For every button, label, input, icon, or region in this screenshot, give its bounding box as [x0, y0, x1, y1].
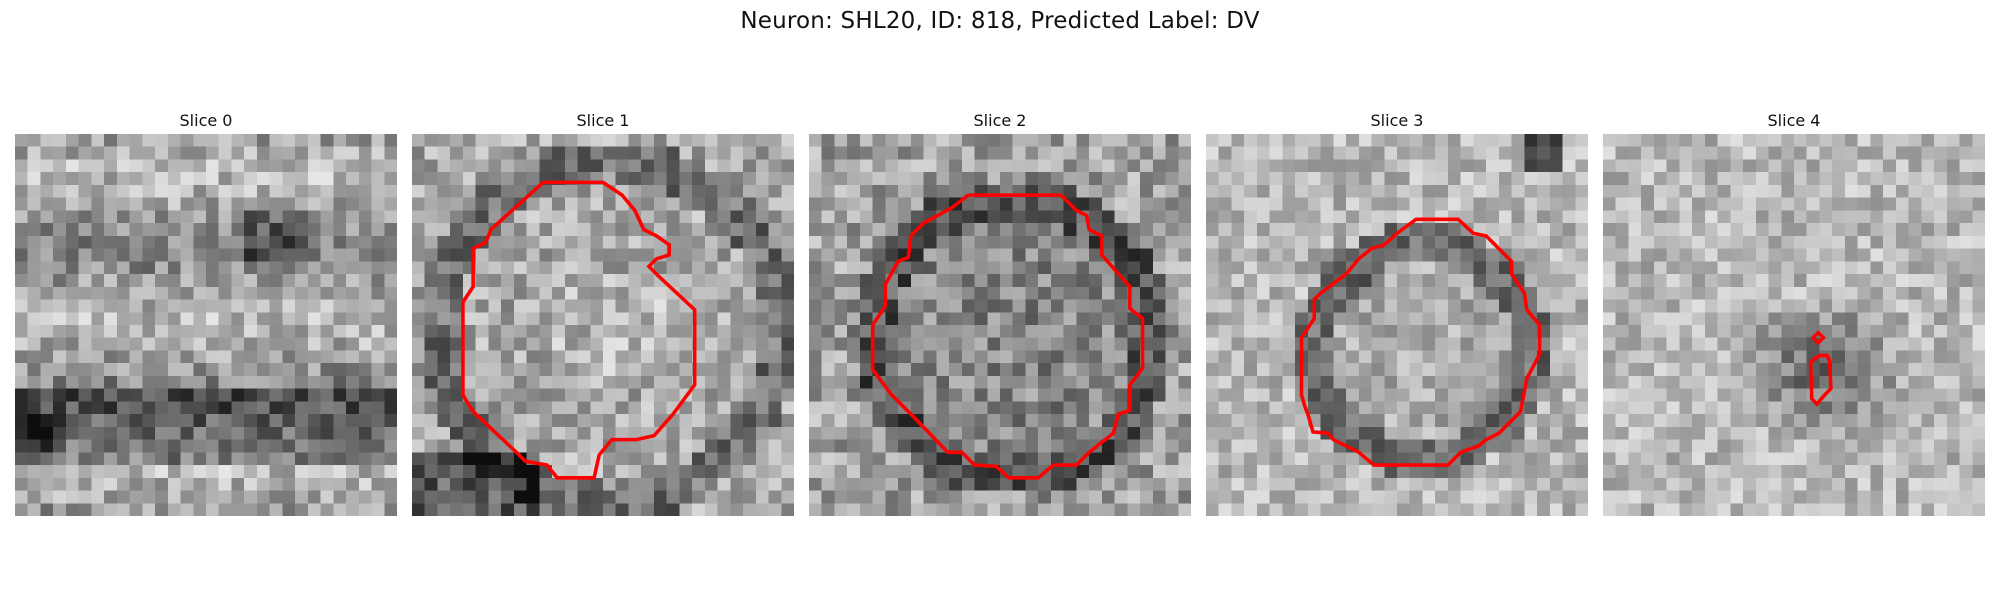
- slice-panel-1: Slice 1: [412, 110, 794, 516]
- slice-pixels-2: [809, 134, 1191, 516]
- slice-pixels-1: [412, 134, 794, 516]
- slice-image-4: [1603, 134, 1985, 516]
- slice-panel-4: Slice 4: [1603, 110, 1985, 516]
- slice-title-3: Slice 3: [1370, 111, 1424, 130]
- figure-title: Neuron: SHL20, ID: 818, Predicted Label:…: [740, 8, 1260, 34]
- segmentation-contour-3: [1299, 217, 1542, 467]
- slice-panel-0: Slice 0: [15, 110, 397, 516]
- slice-title-0: Slice 0: [179, 111, 233, 130]
- slice-pixels-3: [1206, 134, 1588, 516]
- segmentation-contour-1: [461, 180, 697, 480]
- slice-pixels-0: [15, 134, 397, 516]
- slice-title-2: Slice 2: [973, 111, 1027, 130]
- slice-title-4: Slice 4: [1767, 111, 1821, 130]
- slice-title-1: Slice 1: [576, 111, 630, 130]
- slice-image-1: [412, 134, 794, 516]
- segmentation-contour-2: [870, 193, 1145, 480]
- slice-panel-2: Slice 2: [809, 110, 1191, 516]
- segmentation-contour-4a: [1810, 330, 1826, 346]
- segmentation-contour-4b: [1808, 353, 1833, 407]
- slice-pixels-4: [1603, 134, 1985, 516]
- slice-image-2: [809, 134, 1191, 516]
- slice-image-3: [1206, 134, 1588, 516]
- slice-image-0: [15, 134, 397, 516]
- slice-panel-3: Slice 3: [1206, 110, 1588, 516]
